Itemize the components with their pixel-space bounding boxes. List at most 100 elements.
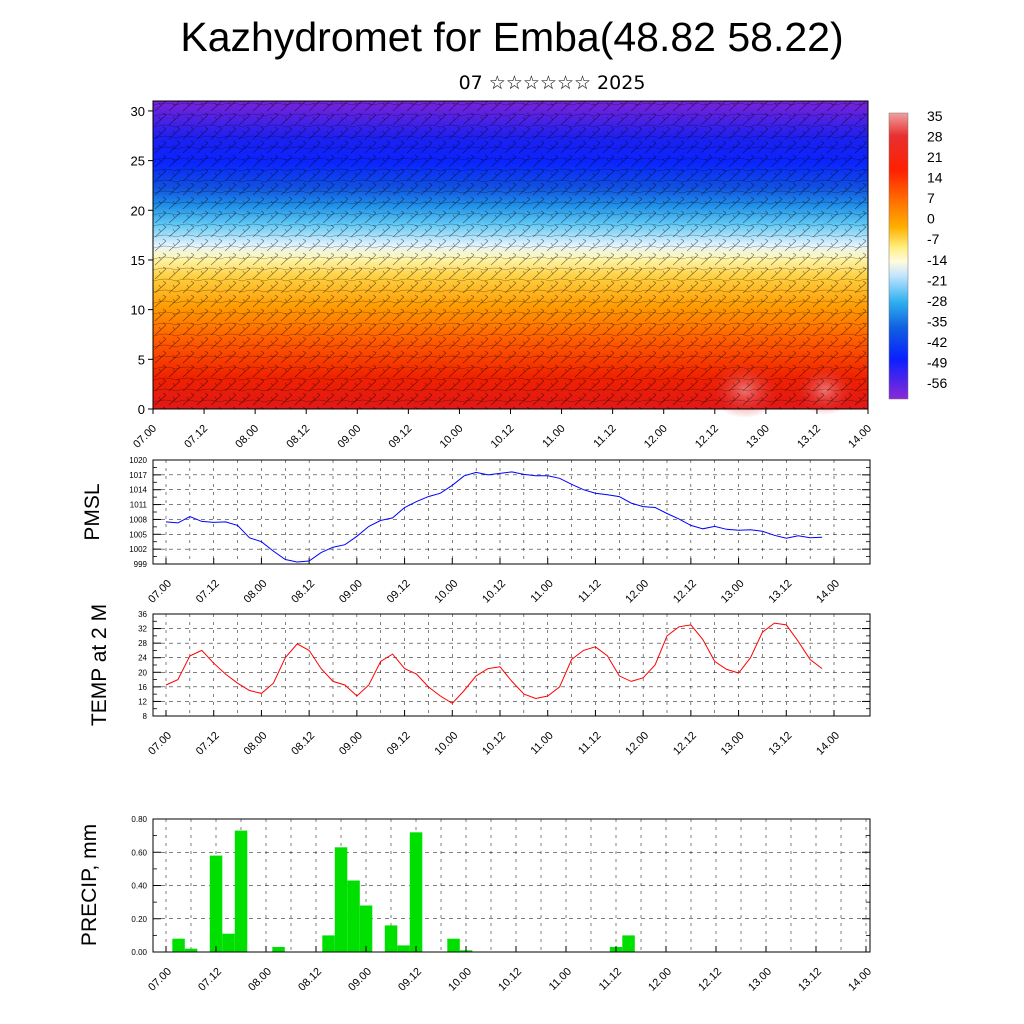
temp-panel: 8 12 16 20 24 28 32 36 07.00 07.12 08.00 08.12 09.00… <box>88 604 871 758</box>
y-tick-label: 0 <box>138 402 145 417</box>
y-tick-label: 5 <box>138 352 145 367</box>
precip-bar <box>622 935 635 952</box>
x-tick-label: 12.12 <box>671 730 699 758</box>
y-tick-label: 24 <box>138 654 147 663</box>
x-tick-label: 10.12 <box>496 966 524 994</box>
y-tick-label: 0.60 <box>131 848 147 857</box>
x-tick-label: 10.00 <box>438 423 466 451</box>
colorbar-label: 7 <box>927 190 935 206</box>
colorbar-label: 28 <box>927 129 943 145</box>
y-tick-label: 25 <box>131 154 145 169</box>
x-tick-label: 12.12 <box>693 423 721 451</box>
colorbar-label: -35 <box>927 313 947 329</box>
y-tick-label: 999 <box>134 560 148 569</box>
precip-ylabel: PRECIP, mm <box>78 824 101 946</box>
colorbar-label: -42 <box>927 334 947 350</box>
pmsl-ylabel: PMSL <box>81 483 104 540</box>
y-tick-label: 20 <box>138 668 147 677</box>
x-tick-label: 08.00 <box>233 423 261 451</box>
x-tick-label: 14.00 <box>814 730 842 758</box>
heatmap-panel: 0 5 10 15 20 25 30 07.00 07.12 08.00 08.12 09.00 09… <box>131 100 947 451</box>
x-tick-label: 09.00 <box>335 423 363 451</box>
x-tick-label: 07.00 <box>146 578 174 606</box>
temp-line <box>165 622 823 704</box>
y-tick-label: 0.20 <box>131 915 147 924</box>
x-tick-label: 10.00 <box>432 578 460 606</box>
y-tick-label: 1008 <box>129 515 147 524</box>
colorbar <box>888 112 909 400</box>
x-tick-label: 08.00 <box>242 578 270 606</box>
x-tick-label: 10.12 <box>480 578 508 606</box>
x-tick-label: 12.12 <box>671 578 699 606</box>
y-tick-label: 20 <box>131 203 145 218</box>
precip-bar <box>222 933 235 952</box>
pmsl-grid <box>153 459 870 565</box>
x-tick-label: 11.12 <box>591 423 618 450</box>
y-tick-label: 16 <box>138 683 147 692</box>
x-tick-label: 11.12 <box>576 730 603 757</box>
x-tick-label: 13.00 <box>744 423 772 451</box>
x-tick-label: 13.12 <box>795 423 823 451</box>
x-tick-label: 07.00 <box>131 423 159 451</box>
x-tick-label: 13.12 <box>766 730 794 758</box>
x-tick-label: 11.12 <box>597 966 624 993</box>
precip-bar <box>172 938 185 952</box>
y-tick-label: 0.00 <box>131 948 147 957</box>
x-tick-label: 07.00 <box>146 730 174 758</box>
precip-bar <box>322 935 335 952</box>
colorbar-label: 14 <box>927 170 943 186</box>
y-tick-label: 1005 <box>129 530 147 539</box>
x-tick-label: 09.12 <box>385 730 413 758</box>
temp-grid <box>153 613 870 717</box>
x-tick-label: 13.12 <box>796 966 824 994</box>
x-tick-label: 09.00 <box>337 578 365 606</box>
x-tick-label: 10.00 <box>446 966 474 994</box>
precip-bar <box>184 948 198 952</box>
precip-bar <box>447 938 460 952</box>
precip-bar <box>209 855 223 952</box>
heatmap-y-axis: 0 5 10 15 20 25 30 <box>131 104 153 417</box>
colorbar-label: 35 <box>927 108 943 124</box>
y-tick-label: 0.40 <box>131 882 147 891</box>
colorbar-label: -28 <box>927 293 947 309</box>
x-tick-label: 12.00 <box>623 578 651 606</box>
x-tick-label: 11.12 <box>576 578 603 605</box>
temp-axes: 8 12 16 20 24 28 32 36 07.00 07.12 08.00 08.12 09.00… <box>138 610 870 758</box>
x-tick-label: 08.12 <box>284 423 312 451</box>
x-tick-label: 11.00 <box>547 966 574 993</box>
y-tick-label: 30 <box>131 104 145 119</box>
pmsl-panel: 999 1002 1005 1008 1011 1014 1017 1020 07.00 07.1… <box>81 456 871 606</box>
x-tick-label: 11.00 <box>528 578 555 605</box>
x-tick-label: 08.12 <box>296 966 324 994</box>
x-tick-label: 10.12 <box>489 423 517 451</box>
pmsl-line <box>165 471 823 563</box>
temp-series <box>165 622 823 704</box>
x-tick-label: 14.00 <box>814 578 842 606</box>
x-tick-label: 09.12 <box>385 578 413 606</box>
x-tick-label: 10.00 <box>432 730 460 758</box>
y-tick-label: 8 <box>143 712 148 721</box>
y-tick-label: 1002 <box>129 545 147 554</box>
y-tick-label: 32 <box>138 625 147 634</box>
precip-bar <box>409 832 423 952</box>
precip-bar <box>384 925 398 952</box>
y-tick-label: 1020 <box>129 456 147 465</box>
x-tick-label: 09.12 <box>396 966 424 994</box>
x-tick-label: 07.12 <box>194 578 222 606</box>
x-tick-label: 08.00 <box>242 730 270 758</box>
x-tick-label: 08.12 <box>289 578 317 606</box>
x-tick-label: 07.12 <box>182 423 210 451</box>
x-tick-label: 11.00 <box>528 730 555 757</box>
x-tick-label: 09.00 <box>346 966 374 994</box>
chart-subtitle: 07 ☆☆☆☆☆☆ 2025 <box>458 72 646 94</box>
x-tick-label: 12.00 <box>642 423 670 451</box>
precip-bars <box>172 830 635 952</box>
x-tick-label: 12.00 <box>623 730 651 758</box>
x-tick-label: 12.12 <box>696 966 724 994</box>
x-tick-label: 08.12 <box>289 730 317 758</box>
precip-bar <box>234 830 248 952</box>
x-tick-label: 10.12 <box>480 730 508 758</box>
y-tick-label: 12 <box>138 697 147 706</box>
x-tick-label: 13.12 <box>766 578 794 606</box>
